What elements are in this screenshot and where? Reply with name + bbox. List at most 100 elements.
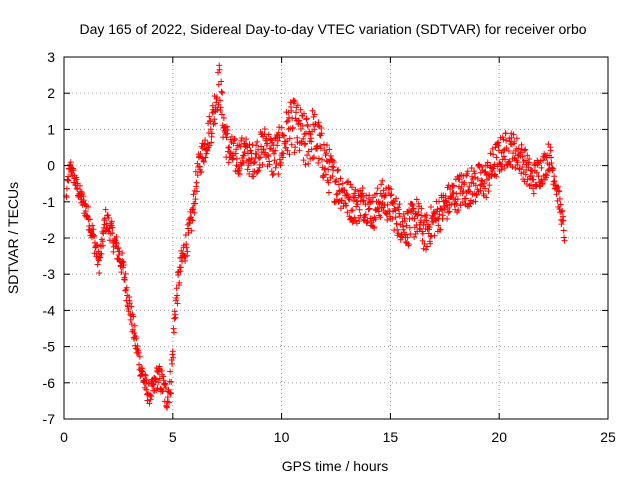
data-point: [129, 326, 136, 333]
data-point: [274, 137, 281, 144]
data-point: [173, 295, 180, 302]
data-point: [167, 368, 174, 375]
data-point: [556, 195, 563, 202]
data-point: [70, 167, 77, 174]
data-point: [548, 154, 555, 161]
data-point: [362, 211, 369, 218]
data-point: [311, 111, 318, 118]
data-point: [507, 138, 514, 145]
data-point: [215, 81, 222, 88]
data-point: [192, 196, 199, 203]
data-point: [94, 241, 101, 248]
data-point: [156, 375, 163, 382]
data-point: [315, 155, 322, 162]
data-point: [515, 145, 522, 152]
data-point: [217, 97, 224, 104]
data-point: [349, 219, 356, 226]
data-point: [171, 315, 178, 322]
data-point: [273, 160, 280, 167]
data-point: [437, 206, 444, 213]
data-point: [502, 130, 509, 137]
data-point: [503, 144, 510, 151]
data-point: [275, 129, 282, 136]
data-point: [352, 186, 359, 193]
data-point: [268, 137, 275, 144]
data-point: [366, 192, 373, 199]
data-point: [134, 343, 141, 350]
data-point: [477, 187, 484, 194]
data-point: [437, 226, 444, 233]
data-point: [315, 119, 322, 126]
data-point: [560, 227, 567, 234]
data-point: [211, 116, 218, 123]
data-point: [244, 166, 251, 173]
data-point: [410, 205, 417, 212]
data-point: [65, 177, 72, 184]
data-point: [302, 161, 309, 168]
data-point: [244, 144, 251, 151]
data-point: [483, 194, 490, 201]
data-point: [323, 150, 330, 157]
data-point: [435, 222, 442, 229]
data-point: [190, 206, 197, 213]
data-point: [339, 180, 346, 187]
data-point: [269, 172, 276, 179]
data-point: [404, 210, 411, 217]
data-point: [143, 376, 150, 383]
data-point: [347, 215, 354, 222]
data-point: [106, 225, 113, 232]
data-point: [558, 221, 565, 228]
data-point: [294, 102, 301, 109]
data-point: [135, 349, 142, 356]
data-point: [319, 156, 326, 163]
data-point: [379, 177, 386, 184]
data-point: [165, 386, 172, 393]
data-point: [481, 180, 488, 187]
data-point: [109, 230, 116, 237]
data-point: [131, 330, 138, 337]
data-point: [559, 207, 566, 214]
data-point: [330, 164, 337, 171]
data-point: [174, 300, 181, 307]
data-point: [284, 117, 291, 124]
data-point: [486, 182, 493, 189]
data-point: [403, 231, 410, 238]
data-point: [530, 176, 537, 183]
data-point: [218, 111, 225, 118]
data-point: [321, 147, 328, 154]
data-point: [156, 368, 163, 375]
grid-lines: [64, 57, 608, 419]
data-point: [396, 201, 403, 208]
data-point: [90, 226, 97, 233]
data-point: [560, 217, 567, 224]
data-point: [322, 171, 329, 178]
x-axis-label: GPS time / hours: [282, 458, 389, 474]
data-point: [396, 213, 403, 220]
data-point: [514, 159, 521, 166]
data-point: [206, 113, 213, 120]
data-point: [276, 156, 283, 163]
data-point: [204, 147, 211, 154]
data-point: [419, 230, 426, 237]
data-point: [224, 126, 231, 133]
data-point: [418, 205, 425, 212]
data-point: [545, 166, 552, 173]
data-point: [119, 264, 126, 271]
data-point: [296, 117, 303, 124]
data-point: [190, 191, 197, 198]
data-point: [143, 386, 150, 393]
data-point: [283, 118, 290, 125]
data-point: [494, 140, 501, 147]
data-point: [374, 185, 381, 192]
data-point: [120, 261, 127, 268]
data-point: [393, 195, 400, 202]
data-point: [198, 154, 205, 161]
data-point: [498, 166, 505, 173]
data-point: [288, 141, 295, 148]
data-point: [300, 157, 307, 164]
data-point: [167, 390, 174, 397]
data-point: [487, 150, 494, 157]
data-point: [100, 242, 107, 249]
data-point: [530, 185, 537, 192]
